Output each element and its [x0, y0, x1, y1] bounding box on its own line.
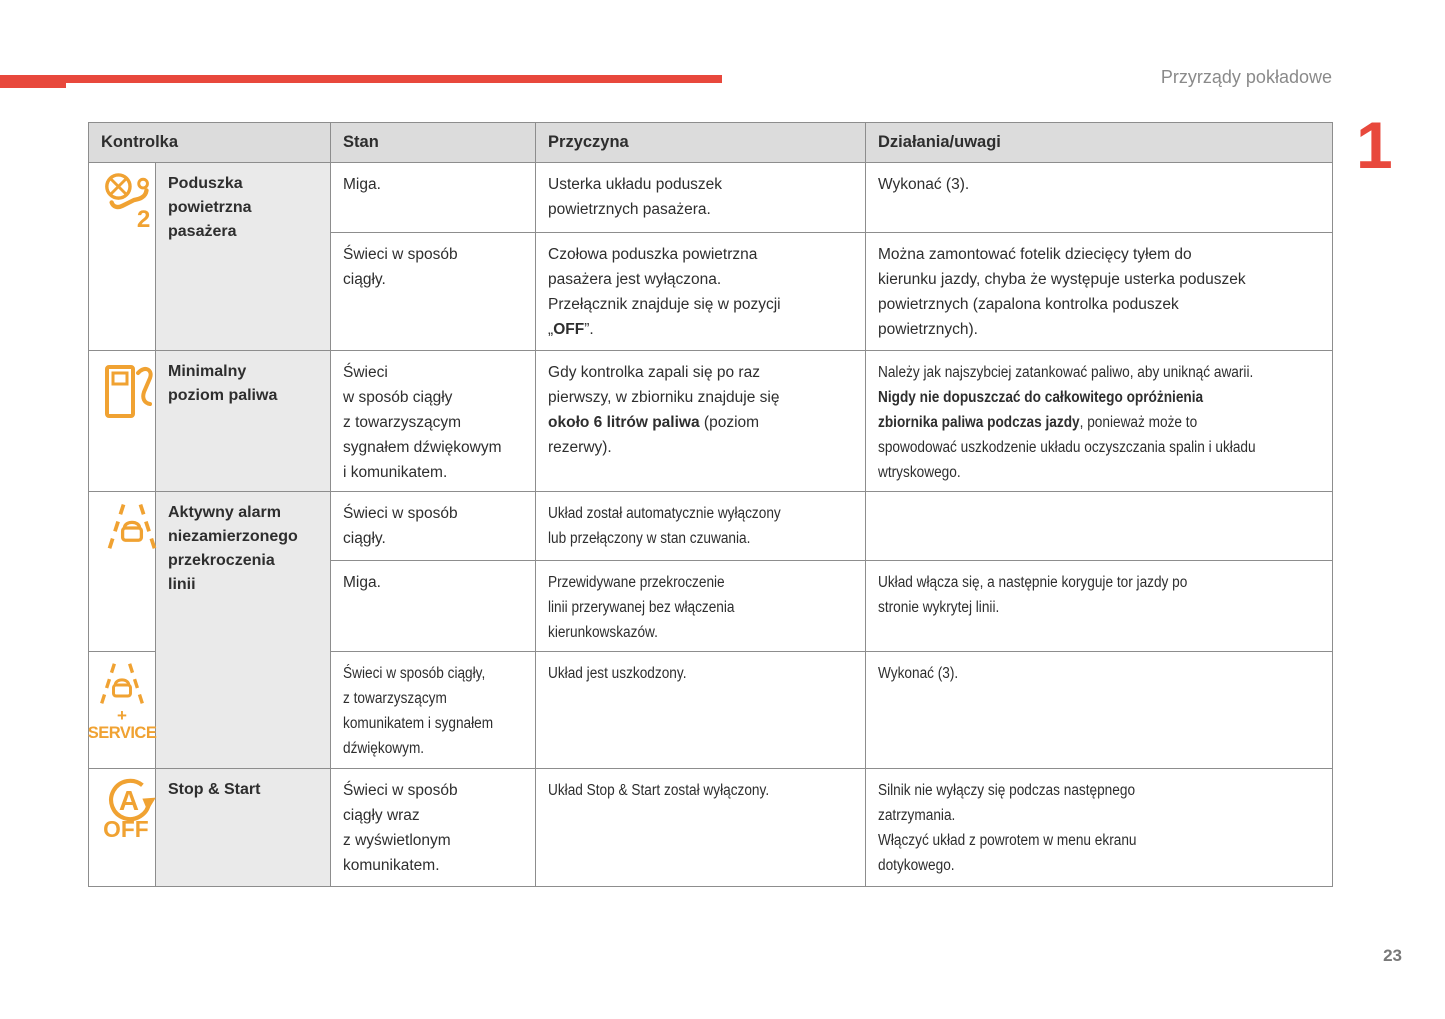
- cell-przyczyna: Gdy kontrolka zapali się po raz pierwszy…: [535, 350, 867, 492]
- stop-start-off-icon: A OFF: [103, 778, 156, 842]
- warning-light-name: Poduszka powietrzna pasażera: [168, 175, 252, 240]
- table-header-row: Kontrolka Stan Przyczyna Działania/uwagi: [87, 122, 1334, 163]
- cell-przyczyna: Układ jest uszkodzony.: [535, 651, 867, 769]
- cell-kontrolka-name: Minimalny poziom paliwa: [154, 350, 332, 492]
- header-kontrolka: Kontrolka: [87, 122, 332, 163]
- table-row: Świeci w sposób ciągły. Czołowa poduszka…: [89, 232, 1334, 351]
- cell-stan: Świeci w sposób ciągły wraz z wyświetlon…: [330, 768, 537, 887]
- table-row: A OFF Stop & Start Świeci w sposób ciągł…: [88, 768, 1334, 887]
- table-row: Miga. Przewidywane przekroczenie linii p…: [89, 560, 1334, 652]
- cell-stan: Świeci w sposób ciągły.: [330, 491, 537, 561]
- table-row: Minimalny poziom paliwa Świeci w sposób …: [88, 350, 1334, 492]
- accent-bar-left-segment: [0, 75, 66, 88]
- header-przyczyna: Przyczyna: [535, 122, 867, 163]
- cell-przyczyna: Układ został automatycznie wyłączony lub…: [535, 491, 867, 561]
- svg-text:2: 2: [137, 206, 150, 232]
- low-fuel-icon: [105, 365, 153, 418]
- cell-dzialania: Należy jak najszybciej zatankować paliwo…: [865, 350, 1334, 492]
- header-stan: Stan: [330, 122, 537, 163]
- cell-stan: Świeci w sposób ciągły.: [330, 232, 537, 351]
- cell-dzialania-empty: [865, 491, 1334, 561]
- warning-light-name: Aktywny alarm niezamierzonego przekrocze…: [168, 504, 298, 593]
- header-dzialania: Działania/uwagi: [865, 122, 1334, 163]
- cell-dzialania: Silnik nie wyłączy się podczas następneg…: [865, 768, 1334, 887]
- cell-icon: A OFF: [88, 768, 156, 887]
- plus-sign: +: [117, 706, 127, 725]
- passenger-airbag-icon: 2: [105, 173, 150, 233]
- lane-departure-service-icon: [99, 663, 145, 707]
- svg-text:A: A: [119, 785, 139, 816]
- cell-stan: Świeci w sposób ciągły z towarzyszącym s…: [330, 350, 537, 492]
- cell-icon: [88, 350, 156, 492]
- cell-kontrolka-name: Aktywny alarm niezamierzonego przekrocze…: [154, 491, 332, 769]
- cell-kontrolka-name: Poduszka powietrzna pasażera: [154, 162, 332, 351]
- cell-stan: Miga.: [330, 560, 537, 652]
- warning-lights-table: Kontrolka Stan Przyczyna Działania/uwagi…: [87, 122, 1334, 887]
- cell-przyczyna: Przewidywane przekroczenie linii przeryw…: [535, 560, 867, 652]
- cell-dzialania: Wykonać (3).: [865, 162, 1334, 233]
- cell-przyczyna: Czołowa poduszka powietrzna pasażera jes…: [535, 232, 867, 351]
- cell-icon: + SERVICE: [87, 651, 157, 769]
- cell-kontrolka-name: Stop & Start: [154, 768, 332, 887]
- cell-dzialania: Układ włącza się, a następnie koryguje t…: [865, 560, 1334, 652]
- cell-przyczyna: Układ Stop & Start został wyłączony.: [535, 768, 867, 887]
- chapter-number: 1: [1356, 108, 1393, 182]
- svg-text:OFF: OFF: [103, 816, 149, 840]
- lane-departure-icon: [106, 503, 158, 553]
- warning-light-name: Stop & Start: [168, 781, 261, 798]
- cell-icon: [88, 491, 158, 652]
- service-label: SERVICE: [87, 724, 157, 742]
- cell-stan: Miga.: [330, 162, 537, 233]
- cell-dzialania: Można zamontować fotelik dziecięcy tyłem…: [865, 232, 1334, 351]
- warning-light-name: Minimalny poziom paliwa: [168, 363, 278, 404]
- cell-icon: 2: [88, 162, 156, 351]
- cell-przyczyna: Usterka układu poduszek powietrznych pas…: [535, 162, 867, 233]
- cell-dzialania: Wykonać (3).: [865, 651, 1334, 769]
- page-number: 23: [1383, 946, 1402, 965]
- table-row: + SERVICE Świeci w sposób ciągły, z towa…: [87, 651, 1334, 769]
- table-row: Aktywny alarm niezamierzonego przekrocze…: [88, 491, 1334, 769]
- table-row: 2 Poduszka powietrzna pasażera Miga. Ust…: [88, 162, 1334, 351]
- cell-stan: Świeci w sposób ciągły, z towarzyszącym …: [330, 651, 537, 769]
- page-title: Przyrządy pokładowe: [1160, 67, 1332, 87]
- accent-bar: [0, 75, 722, 83]
